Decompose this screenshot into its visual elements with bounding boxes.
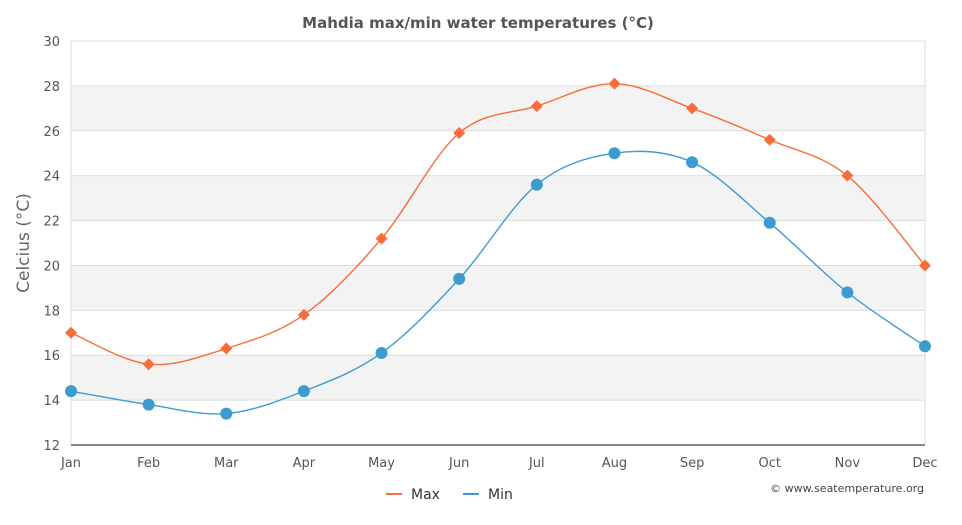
plot-band [71, 175, 925, 221]
data-point-min[interactable] [297, 385, 310, 398]
x-tick-label: Apr [293, 456, 316, 471]
y-tick-label: 28 [43, 80, 60, 95]
data-point-max[interactable] [65, 326, 77, 339]
x-tick-label: Jan [60, 456, 81, 471]
y-axis: 12 14 16 18 20 22 24 26 28 30 [43, 35, 60, 454]
plot-gridlines [70, 40, 926, 446]
data-point-max[interactable] [297, 308, 310, 321]
data-point-min[interactable] [65, 385, 77, 398]
data-point-max[interactable] [919, 259, 931, 272]
x-tick-label: Jul [528, 456, 545, 471]
legend[interactable]: Max Min [386, 487, 513, 503]
plot-bands [71, 85, 925, 401]
data-point-min[interactable] [686, 156, 699, 169]
y-tick-label: 20 [43, 259, 60, 274]
data-point-min[interactable] [220, 407, 233, 420]
data-point-max[interactable] [142, 358, 155, 371]
y-tick-label: 16 [43, 349, 60, 364]
x-axis: Jan Feb Mar Apr May Jun Jul Aug Sep Oct Nov Dec [60, 444, 938, 471]
x-tick-label: Feb [137, 456, 160, 471]
data-point-min[interactable] [608, 147, 621, 160]
data-point-min[interactable] [919, 340, 931, 353]
y-tick-label: 14 [43, 394, 60, 409]
x-tick-label: Oct [758, 456, 780, 471]
x-tick-label: Aug [602, 456, 627, 471]
data-point-max[interactable] [608, 77, 621, 90]
x-tick-label: Mar [214, 456, 239, 471]
x-tick-label: May [368, 456, 395, 471]
data-point-min[interactable] [763, 216, 776, 229]
data-point-min[interactable] [142, 398, 155, 411]
chart-title: Mahdia max/min water temperatures (°C) [302, 14, 654, 32]
x-tick-label: Dec [912, 456, 937, 471]
legend-label-min[interactable]: Min [488, 487, 513, 503]
data-point-max[interactable] [763, 133, 776, 146]
data-point-max[interactable] [453, 127, 466, 140]
y-tick-label: 24 [43, 170, 60, 185]
series-layer [65, 77, 931, 420]
y-tick-label: 26 [43, 125, 60, 140]
x-tick-label: Sep [680, 456, 705, 471]
data-point-max[interactable] [220, 342, 233, 355]
x-tick-label: Jun [448, 456, 469, 471]
y-tick-label: 18 [43, 304, 60, 319]
data-point-min[interactable] [841, 286, 854, 299]
x-tick-label: Nov [835, 456, 861, 471]
data-point-max[interactable] [841, 169, 854, 182]
data-point-max[interactable] [530, 100, 543, 113]
y-tick-label: 12 [43, 439, 60, 454]
plot-band [71, 85, 925, 131]
legend-label-max[interactable]: Max [411, 487, 440, 503]
data-point-min[interactable] [453, 272, 466, 285]
data-point-min[interactable] [375, 346, 388, 359]
plot-band [71, 355, 925, 401]
plot-band [71, 265, 925, 311]
y-axis-label: Celcius (°C) [14, 193, 34, 293]
credit-text: © www.seatemperature.org [770, 482, 924, 495]
data-point-max[interactable] [375, 232, 388, 245]
y-tick-label: 22 [43, 215, 60, 230]
y-tick-label: 30 [43, 35, 60, 50]
data-point-min[interactable] [530, 178, 543, 191]
data-point-max[interactable] [686, 102, 699, 115]
